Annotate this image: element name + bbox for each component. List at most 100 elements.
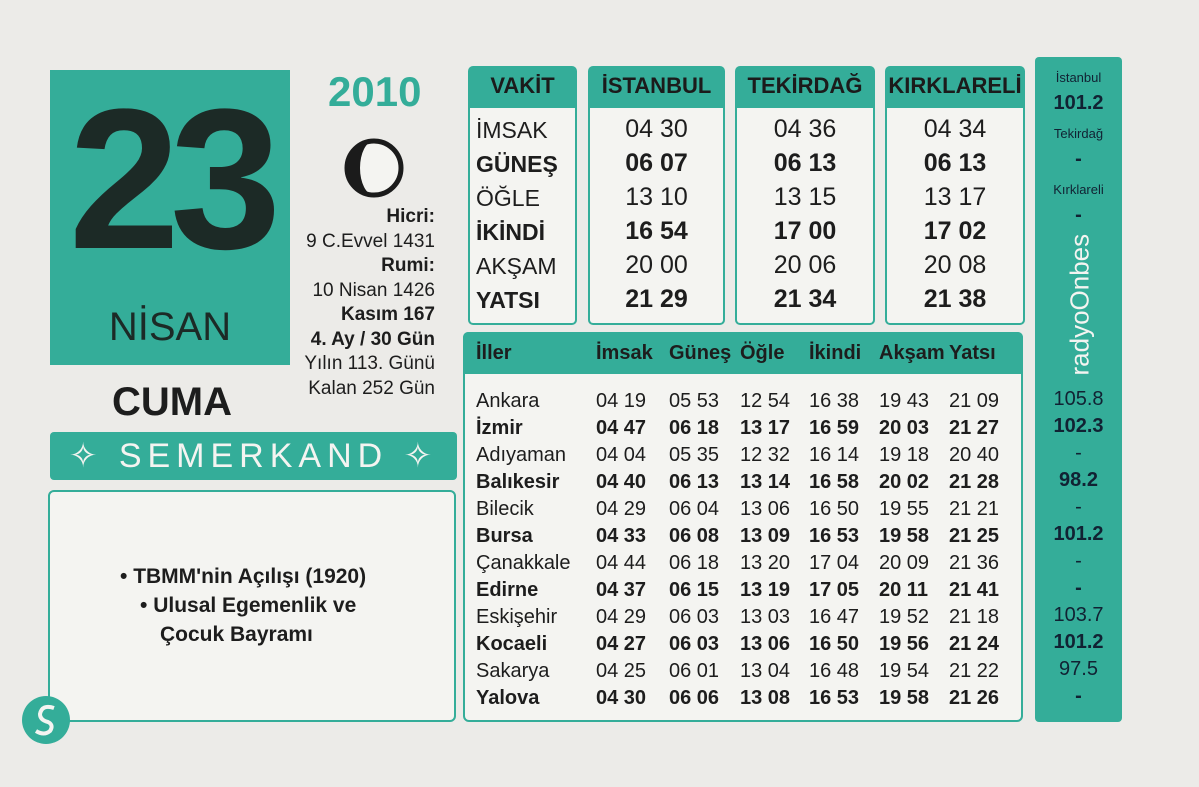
city-time: 13 14 bbox=[740, 471, 791, 493]
city-time: 13 06 bbox=[740, 633, 791, 655]
city-time: 21 36 bbox=[949, 552, 1000, 574]
city-time: 19 58 bbox=[879, 525, 930, 547]
city-time: 16 50 bbox=[809, 633, 860, 655]
city-time: 21 22 bbox=[949, 660, 1000, 682]
city-header-bar bbox=[463, 332, 1023, 374]
radio-city: Tekirdağ bbox=[1053, 126, 1104, 141]
vakit-time: 13 10 bbox=[625, 183, 688, 211]
radio-frequency: 101.2 bbox=[1053, 523, 1104, 545]
vakit-time: 21 38 bbox=[923, 285, 987, 313]
weekday: CUMA bbox=[112, 380, 232, 424]
vakit-name: ÖĞLE bbox=[476, 185, 540, 211]
city-time: 13 06 bbox=[740, 498, 791, 520]
brand-logo bbox=[22, 696, 70, 744]
vakit-time: 04 36 bbox=[773, 115, 837, 143]
radio-frequency: 98.2 bbox=[1059, 469, 1098, 491]
radio-frequency: - bbox=[1075, 685, 1082, 707]
city-time: 06 15 bbox=[669, 579, 720, 601]
vakit-time: 17 00 bbox=[773, 217, 837, 245]
city-name: Yalova bbox=[476, 687, 540, 709]
city-time: 06 13 bbox=[669, 471, 720, 493]
city-time: 19 54 bbox=[879, 660, 930, 682]
vakit-name: GÜNEŞ bbox=[476, 151, 558, 177]
city-time: 13 09 bbox=[740, 525, 791, 547]
city-time: 16 47 bbox=[809, 606, 860, 628]
city-time: 13 08 bbox=[740, 687, 791, 709]
city-name: Kocaeli bbox=[476, 633, 548, 655]
city-table bbox=[463, 332, 1023, 722]
city-time: 13 19 bbox=[740, 579, 791, 601]
city-time: 21 41 bbox=[949, 579, 1000, 601]
column-header: İSTANBUL bbox=[588, 66, 725, 108]
radio-frequency: 103.7 bbox=[1053, 604, 1104, 626]
city-time: 21 21 bbox=[949, 498, 1000, 520]
moon-phase-icon bbox=[344, 138, 404, 198]
info-line: Kalan 252 Gün bbox=[308, 377, 435, 399]
radio-frequency: - bbox=[1075, 496, 1082, 518]
city-time: 20 02 bbox=[879, 471, 930, 493]
note-text: Ulusal Egemenlik ve bbox=[153, 594, 357, 617]
brand-bar bbox=[50, 432, 457, 480]
city-time: 12 32 bbox=[740, 444, 791, 466]
city-time: 12 54 bbox=[740, 390, 791, 412]
city-time: 16 50 bbox=[809, 498, 860, 520]
city-header: İkindi bbox=[809, 342, 862, 364]
city-time: 20 09 bbox=[879, 552, 930, 574]
city-time: 06 04 bbox=[669, 498, 720, 520]
note-text: Çocuk Bayramı bbox=[160, 623, 313, 646]
column-body bbox=[735, 108, 875, 325]
vakit-time: 20 06 bbox=[773, 251, 837, 279]
city-name: Edirne bbox=[476, 579, 539, 601]
vakit-time: 06 13 bbox=[773, 149, 837, 177]
city-time: 20 03 bbox=[879, 417, 930, 439]
radio-city: İstanbul bbox=[1055, 70, 1102, 85]
city-time: 06 06 bbox=[669, 687, 720, 709]
city-time: 16 48 bbox=[809, 660, 860, 682]
city-time: 04 29 bbox=[596, 498, 647, 520]
day: 23 bbox=[68, 68, 281, 291]
city-header: Akşam bbox=[879, 342, 945, 364]
vakit-name: İKİNDİ bbox=[476, 219, 545, 245]
radio-frequency: - bbox=[1075, 577, 1082, 599]
note: • TBMM'nin Açılışı (1920) bbox=[120, 565, 367, 588]
city-time: 06 18 bbox=[669, 417, 720, 439]
city-time: 21 25 bbox=[949, 525, 1000, 547]
vakit-time: 13 15 bbox=[773, 183, 837, 211]
city-time: 19 58 bbox=[879, 687, 930, 709]
city-time: 17 04 bbox=[809, 552, 860, 574]
city-time: 04 44 bbox=[596, 552, 647, 574]
notes-box bbox=[48, 490, 456, 722]
city-time: 06 03 bbox=[669, 606, 720, 628]
column-body bbox=[468, 108, 577, 325]
radio-frequency: 102.3 bbox=[1053, 415, 1104, 437]
city-time: 04 40 bbox=[596, 471, 647, 493]
city-time: 05 35 bbox=[669, 444, 720, 466]
radio-city: Kırklareli bbox=[1053, 182, 1104, 197]
vakit-time: 06 13 bbox=[923, 149, 987, 177]
city-time: 04 25 bbox=[596, 660, 647, 682]
city-time: 13 20 bbox=[740, 552, 791, 574]
info-line: Rumi: bbox=[381, 255, 435, 276]
vakit-time: 21 29 bbox=[625, 285, 688, 313]
city-time: 04 47 bbox=[596, 417, 647, 439]
info-line: 9 C.Evvel 1431 bbox=[306, 230, 435, 252]
info-line: Hicri: bbox=[386, 206, 435, 227]
vakit-time: 06 07 bbox=[625, 149, 688, 177]
city-name: Sakarya bbox=[476, 660, 550, 682]
vakit-time: 17 02 bbox=[923, 217, 987, 245]
city-header: Yatsı bbox=[949, 342, 996, 364]
city-time: 19 55 bbox=[879, 498, 930, 520]
city-time: 16 14 bbox=[809, 444, 860, 466]
city-time: 21 24 bbox=[949, 633, 1000, 655]
city-time: 16 38 bbox=[809, 390, 860, 412]
city-name: Eskişehir bbox=[476, 606, 558, 628]
vakit-time: 04 30 bbox=[625, 115, 688, 143]
city-time: 17 05 bbox=[809, 579, 860, 601]
city-time: 19 18 bbox=[879, 444, 930, 466]
info-line: Kasım 167 bbox=[340, 304, 435, 325]
info-line: 4. Ay / 30 Gün bbox=[310, 328, 435, 350]
column-header: TEKİRDAĞ bbox=[735, 66, 875, 108]
city-time: 21 09 bbox=[949, 390, 1000, 412]
city-time: 04 04 bbox=[596, 444, 647, 466]
